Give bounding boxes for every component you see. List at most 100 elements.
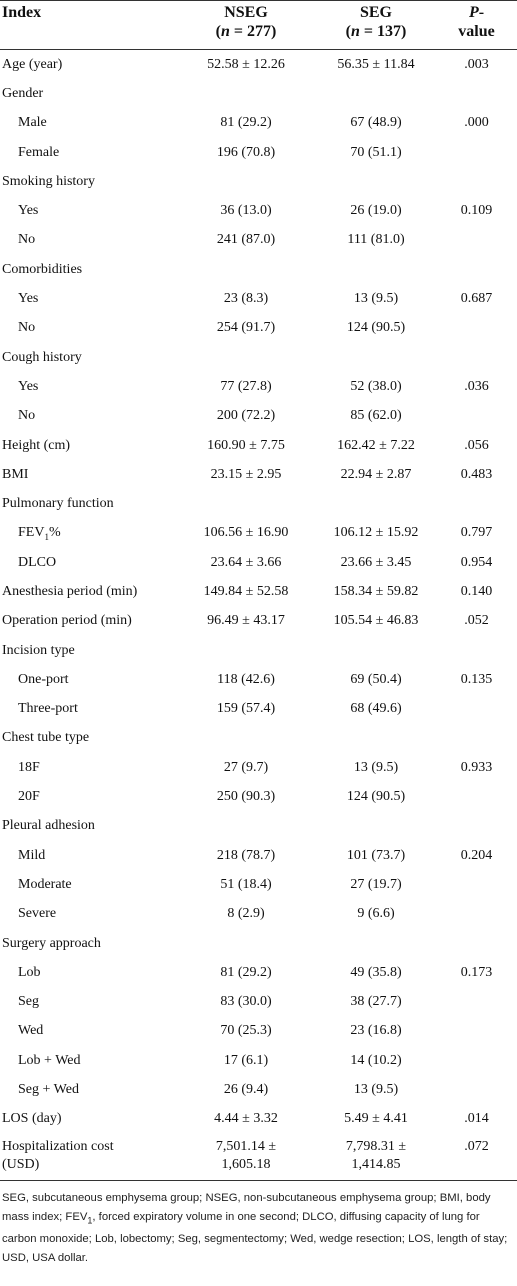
table-row: Seg + Wed 26 (9.4) 13 (9.5): [0, 1075, 517, 1104]
cell-wrapper: 250 (90.3): [217, 789, 275, 804]
table-row: Yes 36 (13.0) 26 (19.0) 0.109: [0, 196, 517, 225]
cell-wrapper: Yes: [18, 291, 38, 306]
cell-wrapper: 83 (30.0): [220, 994, 271, 1009]
table-cell: [436, 167, 517, 196]
table-cell: Age (year): [0, 50, 176, 80]
seg-value: 9 (6.6): [357, 906, 395, 922]
cell-wrapper: 23 (8.3): [224, 291, 268, 306]
cell-wrapper: 160.90 ± 7.75: [207, 438, 285, 453]
table-cell: 69 (50.4): [316, 665, 436, 694]
table-cell: 0.954: [436, 548, 517, 577]
row-label: Moderate: [18, 876, 72, 892]
row-label: Operation period (min): [2, 613, 132, 629]
cell-wrapper: 52.58 ± 12.26: [207, 57, 285, 72]
nseg-value: 36 (13.0): [220, 203, 272, 219]
seg-value: 124 (90.5): [346, 789, 406, 805]
table-cell: 13 (9.5): [316, 1075, 436, 1104]
table-cell: 9 (6.6): [316, 900, 436, 929]
table-cell: Three-port: [0, 695, 176, 724]
table-cell: 106.56 ± 16.90: [176, 519, 316, 548]
p-value: 0.797: [460, 525, 493, 541]
table-cell: 85 (62.0): [316, 402, 436, 431]
table-cell: Comorbidities: [0, 255, 176, 284]
seg-value: 69 (50.4): [350, 671, 402, 687]
seg-value: 105.54 ± 46.83: [333, 613, 419, 629]
table-cell: 23 (16.8): [316, 1017, 436, 1046]
p-value: 0.140: [460, 583, 493, 599]
table-cell: Surgery approach: [0, 929, 176, 958]
cell-wrapper: 70 (51.1): [350, 145, 401, 160]
p-value: .000: [464, 115, 489, 131]
table-cell: Severe: [0, 900, 176, 929]
table-row: No 241 (87.0) 111 (81.0): [0, 226, 517, 255]
table-cell: 26 (9.4): [176, 1075, 316, 1104]
table-cell: 124 (90.5): [316, 314, 436, 343]
cell-wrapper: 124 (90.5): [347, 320, 405, 335]
table-cell: Gender: [0, 79, 176, 108]
seg-value: 106.12 ± 15.92: [333, 525, 419, 541]
p-value: .036: [464, 378, 489, 394]
cell-wrapper: Pulmonary function: [2, 496, 114, 511]
cell-wrapper: Gender: [2, 86, 43, 101]
p-value: 0.204: [460, 847, 493, 863]
cell-wrapper: Cough history: [2, 350, 82, 365]
cell-wrapper: 118 (42.6): [217, 672, 275, 687]
table-cell: 49 (35.8): [316, 958, 436, 987]
row-label: Incision type: [2, 642, 75, 658]
header-text: SEG: [359, 4, 392, 21]
table-cell: Seg: [0, 988, 176, 1017]
table-cell: 23.15 ± 2.95: [176, 460, 316, 489]
table-cell: [436, 812, 517, 841]
table-cell: Cough history: [0, 343, 176, 372]
seg-value: 124 (90.5): [346, 320, 406, 336]
cell-wrapper: Height (cm): [2, 438, 70, 453]
cell-wrapper: Yes: [18, 379, 38, 394]
cell-wrapper: 13 (9.5): [354, 1082, 398, 1097]
p-value: .072: [464, 1138, 489, 1154]
table-row: Incision type: [0, 636, 517, 665]
table-cell: [436, 79, 517, 108]
table-cell: [316, 929, 436, 958]
row-label: Pleural adhesion: [2, 818, 95, 834]
seg-value: 85 (62.0): [350, 408, 402, 424]
table-cell: 36 (13.0): [176, 196, 316, 225]
p-value: 0.173: [460, 964, 493, 980]
table-cell: FEV1%: [0, 519, 176, 548]
cell-wrapper: Smoking history: [2, 174, 95, 189]
seg-value: 162.42 ± 7.22: [337, 437, 415, 453]
row-label: Pulmonary function: [2, 496, 114, 512]
cell-wrapper: 13 (9.5): [354, 291, 398, 306]
cell-wrapper: 18F: [18, 760, 40, 775]
cell-wrapper: 14 (10.2): [350, 1053, 401, 1068]
table-cell: 56.35 ± 11.84: [316, 50, 436, 80]
nseg-value: 4.44 ± 3.32: [214, 1111, 278, 1127]
row-label: 18F: [18, 759, 40, 775]
table-cell: 68 (49.6): [316, 695, 436, 724]
header-text: n: [220, 23, 230, 40]
row-label: Male: [18, 115, 47, 131]
cell-wrapper: One-port: [18, 672, 69, 687]
table-cell: [436, 1075, 517, 1104]
cell-wrapper: 23.66 ± 3.45: [341, 555, 412, 570]
table-cell: No: [0, 314, 176, 343]
nseg-value: 23.64 ± 3.66: [210, 554, 282, 570]
cell-wrapper: 200 (72.2): [217, 408, 275, 423]
seg-value: 101 (73.7): [346, 847, 406, 863]
row-label: No: [18, 232, 36, 248]
p-value: .056: [464, 437, 489, 453]
table-cell: 0.173: [436, 958, 517, 987]
cell-wrapper: Surgery approach: [2, 936, 101, 951]
cell-wrapper: 17 (6.1): [224, 1053, 268, 1068]
row-label: Three-port: [18, 701, 78, 717]
table-cell: [436, 988, 517, 1017]
table-row: LOS (day) 4.44 ± 3.32 5.49 ± 4.41 .014: [0, 1105, 517, 1134]
table-cell: 27 (9.7): [176, 753, 316, 782]
cell-wrapper: No: [18, 232, 35, 247]
header-text: P: [468, 4, 479, 21]
table-cell: 51 (18.4): [176, 870, 316, 899]
seg-value: 27 (19.7): [350, 876, 402, 892]
header-text: n: [350, 23, 360, 40]
cell-wrapper: Mild: [18, 848, 45, 863]
row-label: Age (year): [2, 56, 63, 72]
